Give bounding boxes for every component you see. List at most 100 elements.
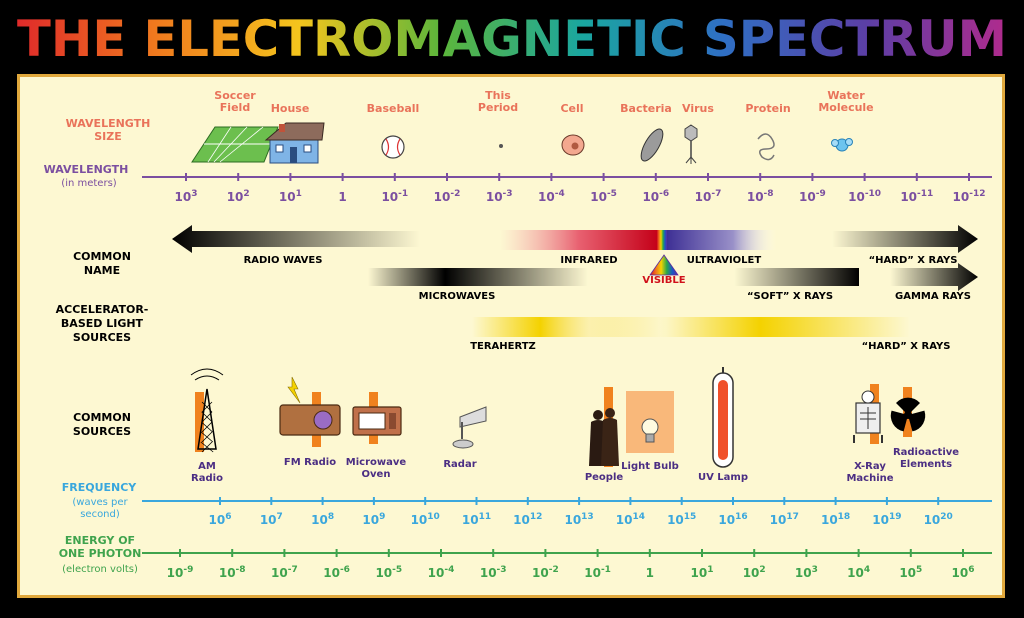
- frequency-axis-tick-exponent: 14: [632, 512, 645, 522]
- frequency-axis-tick-exponent: 11: [479, 512, 492, 522]
- wavelength-axis-tick-base: 10: [747, 190, 764, 204]
- bacteria-icon: [640, 128, 664, 162]
- wavelength-axis-tick-exponent: -1: [398, 189, 408, 199]
- energy-axis-tick-base: 1: [646, 566, 654, 580]
- baseball-icon: [381, 135, 405, 159]
- frequency-axis-tick-exponent: 6: [225, 512, 231, 522]
- wavelength-axis-tick-base: 10: [900, 190, 917, 204]
- frequency-axis-tick-base: 10: [770, 513, 787, 527]
- radio-waves-label: RADIO WAVES: [244, 255, 323, 266]
- size-object-label: Protein: [745, 102, 790, 115]
- frequency-axis-tick-base: 10: [311, 513, 328, 527]
- wavelength-axis-tick-base: 10: [538, 190, 555, 204]
- wavelength-axis-tick-text: 10-5: [590, 189, 617, 204]
- frequency-axis-tick-label: 109: [362, 512, 385, 527]
- radioactive-icon: [890, 397, 926, 432]
- energy-axis-tick-label: 10-7: [271, 565, 298, 580]
- energy-axis-tick-exponent: -9: [183, 565, 193, 575]
- energy-axis-tick-base: 10: [584, 566, 601, 580]
- wavelength-axis-tick-base: 10: [175, 190, 192, 204]
- energy-axis-tick-label: 10-6: [323, 565, 350, 580]
- energy-axis-tick-base: 10: [428, 566, 445, 580]
- wavelength-axis-tick-exponent: -12: [969, 189, 985, 199]
- hard-xrays-band: [832, 225, 978, 253]
- frequency-axis-tick-exponent: 13: [581, 512, 594, 522]
- frequency-axis-tick-text: 1017: [770, 512, 799, 527]
- wavelength-axis-tick-label: 10-12: [953, 189, 986, 204]
- frequency-axis-tick-text: 1015: [667, 512, 696, 527]
- energy-axis-tick-base: 10: [743, 566, 760, 580]
- source-label: UV Lamp: [698, 472, 748, 483]
- energy-axis-tick-exponent: -1: [601, 565, 611, 575]
- energy-axis-tick-label: 105: [899, 565, 922, 580]
- frequency-axis-tick-base: 10: [411, 513, 428, 527]
- microwaves-band: [368, 268, 588, 286]
- fm-radio-icon: [279, 376, 341, 436]
- spectrum-diagram: WAVELENGTH SIZE WAVELENGTH (in meters) COMMO…: [44, 89, 992, 580]
- frequency-axis-tick-base: 10: [616, 513, 633, 527]
- energy-axis-tick-base: 10: [271, 566, 288, 580]
- frequency-axis-tick-base: 10: [718, 513, 735, 527]
- energy-axis-tick-label: 1: [646, 566, 654, 580]
- people-icon: [589, 408, 619, 466]
- wavelength-axis-tick-base: 10: [486, 190, 503, 204]
- infrared-label: INFRARED: [560, 255, 617, 266]
- energy-axis-tick-text: 10-1: [584, 565, 611, 580]
- wavelength-axis-tick-text: 10-8: [747, 189, 774, 204]
- page-title: THE ELECTROMAGNETIC SPECTRUM: [17, 10, 1007, 68]
- wavelength-axis-tick-exponent: -10: [865, 189, 881, 199]
- wavelength-axis-tick-base: 10: [953, 190, 970, 204]
- wavelength-axis-tick-base: 10: [590, 190, 607, 204]
- energy-axis-tick-exponent: 2: [759, 565, 765, 575]
- energy-axis-tick-label: 10-8: [219, 565, 246, 580]
- energy-axis-tick-text: 106: [952, 565, 975, 580]
- source-label: Microwave Oven: [346, 457, 407, 480]
- frequency-axis-tick-base: 10: [209, 513, 226, 527]
- accelerator-xrays-label: “HARD” X RAYS: [862, 341, 951, 352]
- virus-icon: [684, 124, 698, 164]
- title-text: THE ELECTROMAGNETIC SPECTRUM: [17, 10, 1007, 68]
- energy-axis-tick-base: 10: [795, 566, 812, 580]
- wavelength-axis-tick-exponent: -4: [555, 189, 565, 199]
- terahertz-label: TERAHERTZ: [470, 341, 536, 352]
- source-label: FM Radio: [284, 457, 336, 468]
- light-bulb-icon: [641, 418, 659, 443]
- energy-axis-tick-exponent: -5: [392, 565, 402, 575]
- energy-axis-tick-label: 10-5: [375, 565, 402, 580]
- wavelength-axis-tick-label: 103: [175, 189, 198, 204]
- energy-axis-tick-base: 10: [691, 566, 708, 580]
- frequency-axis-tick-base: 10: [667, 513, 684, 527]
- energy-axis-tick-text: 101: [691, 565, 714, 580]
- wavelength-axis-tick-base: 10: [642, 190, 659, 204]
- house-icon: [264, 122, 325, 164]
- accelerator-xrays-band: [660, 317, 910, 337]
- infrared-band: [500, 230, 658, 250]
- frequency-axis-tick-exponent: 18: [838, 512, 851, 522]
- energy-axis-tick-exponent: -6: [340, 565, 350, 575]
- energy-axis-tick-text: 10-7: [271, 565, 298, 580]
- source-label: Radar: [443, 459, 476, 470]
- source-label: Radioactive Elements: [893, 447, 959, 470]
- energy-axis-tick-text: 10-4: [428, 565, 455, 580]
- wavelength-axis-tick-base: 10: [227, 190, 244, 204]
- radar-dish-icon: [452, 406, 487, 449]
- wavelength-axis-tick-label: 10-9: [799, 189, 826, 204]
- energy-unit-label: (electron volts): [62, 564, 138, 575]
- frequency-axis-tick-text: 106: [209, 512, 232, 527]
- wavelength-axis-tick-label: 10-1: [381, 189, 408, 204]
- energy-axis-tick-exponent: -7: [288, 565, 298, 575]
- energy-axis-tick-exponent: -2: [549, 565, 559, 575]
- wavelength-axis-tick-base: 10: [848, 190, 865, 204]
- wavelength-axis-tick-exponent: -11: [917, 189, 933, 199]
- frequency-axis-tick-text: 1016: [718, 512, 747, 527]
- microwaves-label: MICROWAVES: [419, 291, 496, 302]
- frequency-axis-tick-base: 10: [821, 513, 838, 527]
- water-molecule-icon: [831, 138, 853, 152]
- wavelength-axis-tick-base: 10: [434, 190, 451, 204]
- frequency-axis-tick-exponent: 12: [530, 512, 543, 522]
- wavelength-axis-tick-exponent: -5: [607, 189, 617, 199]
- energy-axis-tick-label: 10-3: [480, 565, 507, 580]
- common-name-label: COMMON NAME: [73, 250, 131, 277]
- wavelength-axis-tick-text: 101: [279, 189, 302, 204]
- frequency-axis-tick-base: 10: [924, 513, 941, 527]
